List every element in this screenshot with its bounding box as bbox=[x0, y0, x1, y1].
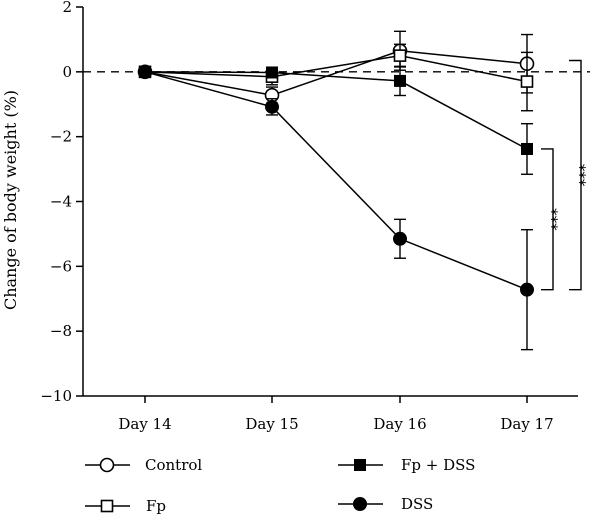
data-point-dss bbox=[138, 64, 152, 79]
series-fp-dss bbox=[139, 65, 533, 175]
y-tick-label: −6 bbox=[50, 257, 72, 275]
y-tick-label: −8 bbox=[50, 322, 72, 340]
bracket-line bbox=[569, 59, 582, 291]
x-ticks: Day 14 Day 15 Day 16 Day 17 bbox=[118, 396, 554, 433]
legend-label: DSS bbox=[401, 495, 433, 513]
x-tick-label: Day 17 bbox=[500, 415, 553, 433]
data-point-fp-dss bbox=[521, 142, 533, 155]
y-tick-label: 0 bbox=[62, 63, 72, 81]
data-point-fp-dss bbox=[394, 74, 406, 87]
series-line-control bbox=[144, 49, 528, 96]
series-dss bbox=[138, 64, 534, 351]
legend-item-dss: DSS bbox=[338, 495, 433, 513]
legend-label: Fp + DSS bbox=[401, 456, 475, 474]
x-axis: Day 14 Day 15 Day 16 Day 17 bbox=[83, 395, 578, 433]
x-tick-label: Day 16 bbox=[373, 415, 426, 433]
x-tick-label: Day 14 bbox=[118, 415, 171, 433]
data-point-dss bbox=[520, 282, 534, 297]
significance-brackets: *** *** bbox=[541, 59, 594, 291]
data-point-fp-dss bbox=[266, 66, 278, 79]
y-ticks: 2 0 −2 −4 −6 −8 −10 bbox=[40, 0, 83, 405]
y-axis-title: Change of body weight (%) bbox=[1, 90, 20, 310]
significance-bracket: *** bbox=[541, 148, 566, 291]
series-line-fp bbox=[144, 54, 528, 83]
series-control bbox=[137, 30, 535, 104]
data-point-fp bbox=[393, 49, 407, 62]
legend-label: Control bbox=[145, 456, 202, 474]
series-line-dss bbox=[144, 71, 528, 291]
y-tick-label: −2 bbox=[50, 128, 72, 146]
significance-label: *** bbox=[548, 208, 566, 231]
y-tick-label: −10 bbox=[40, 387, 72, 405]
legend-marker-control bbox=[99, 457, 115, 473]
legend-item-fp: Fp bbox=[85, 497, 166, 515]
series-layer bbox=[137, 30, 535, 351]
legend-marker-dss bbox=[353, 497, 367, 511]
data-point-dss bbox=[265, 99, 279, 114]
legend-item-control: Control bbox=[85, 456, 202, 474]
significance-bracket: *** bbox=[569, 59, 594, 291]
legend-item-fp-dss: Fp + DSS bbox=[338, 456, 475, 474]
legend-marker-fp bbox=[100, 499, 114, 513]
significance-label: *** bbox=[576, 163, 594, 186]
series-line-fp-dss bbox=[144, 71, 528, 150]
legend-label: Fp bbox=[146, 497, 166, 515]
legend-marker-fp-dss bbox=[354, 459, 366, 471]
y-tick-label: −4 bbox=[50, 193, 72, 211]
data-point-dss bbox=[393, 231, 407, 246]
series-fp bbox=[138, 43, 534, 112]
bracket-line bbox=[541, 148, 554, 291]
data-point-fp bbox=[520, 75, 534, 88]
y-axis: 2 0 −2 −4 −6 −8 −10 Change of body weight (%) bbox=[1, 0, 84, 405]
y-tick-label: 2 bbox=[62, 0, 72, 16]
x-tick-label: Day 15 bbox=[245, 415, 298, 433]
legend: Control Fp Fp + DSS DSS bbox=[85, 456, 475, 515]
